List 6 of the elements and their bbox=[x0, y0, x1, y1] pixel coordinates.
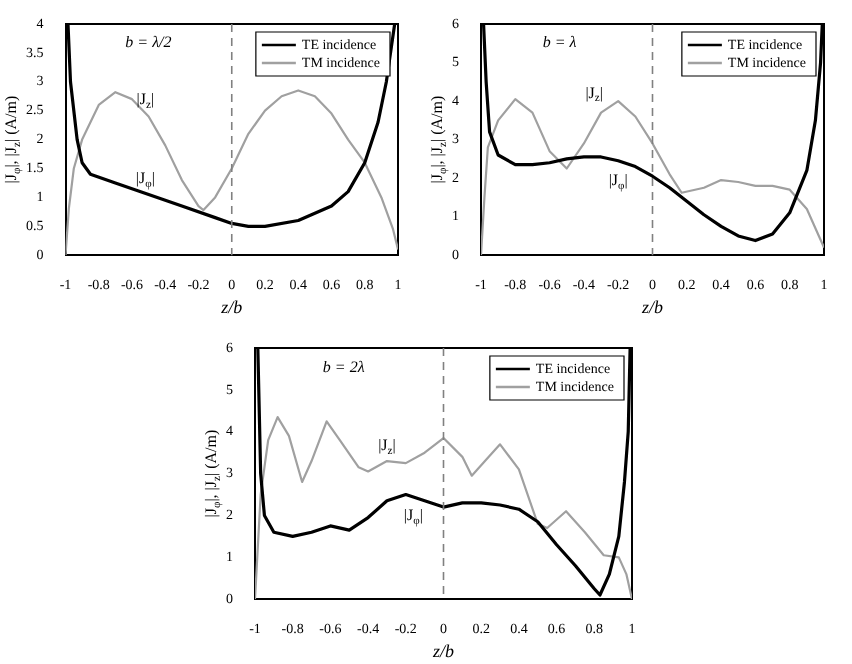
annotation: b = λ bbox=[542, 32, 578, 51]
x-axis-title: z/b bbox=[431, 640, 455, 661]
x-axis-title: z/b bbox=[219, 296, 244, 317]
annotation: b = 2λ bbox=[322, 358, 366, 377]
annotation: b = λ/2 bbox=[125, 32, 172, 51]
x-axis-title: z/b bbox=[640, 296, 664, 317]
